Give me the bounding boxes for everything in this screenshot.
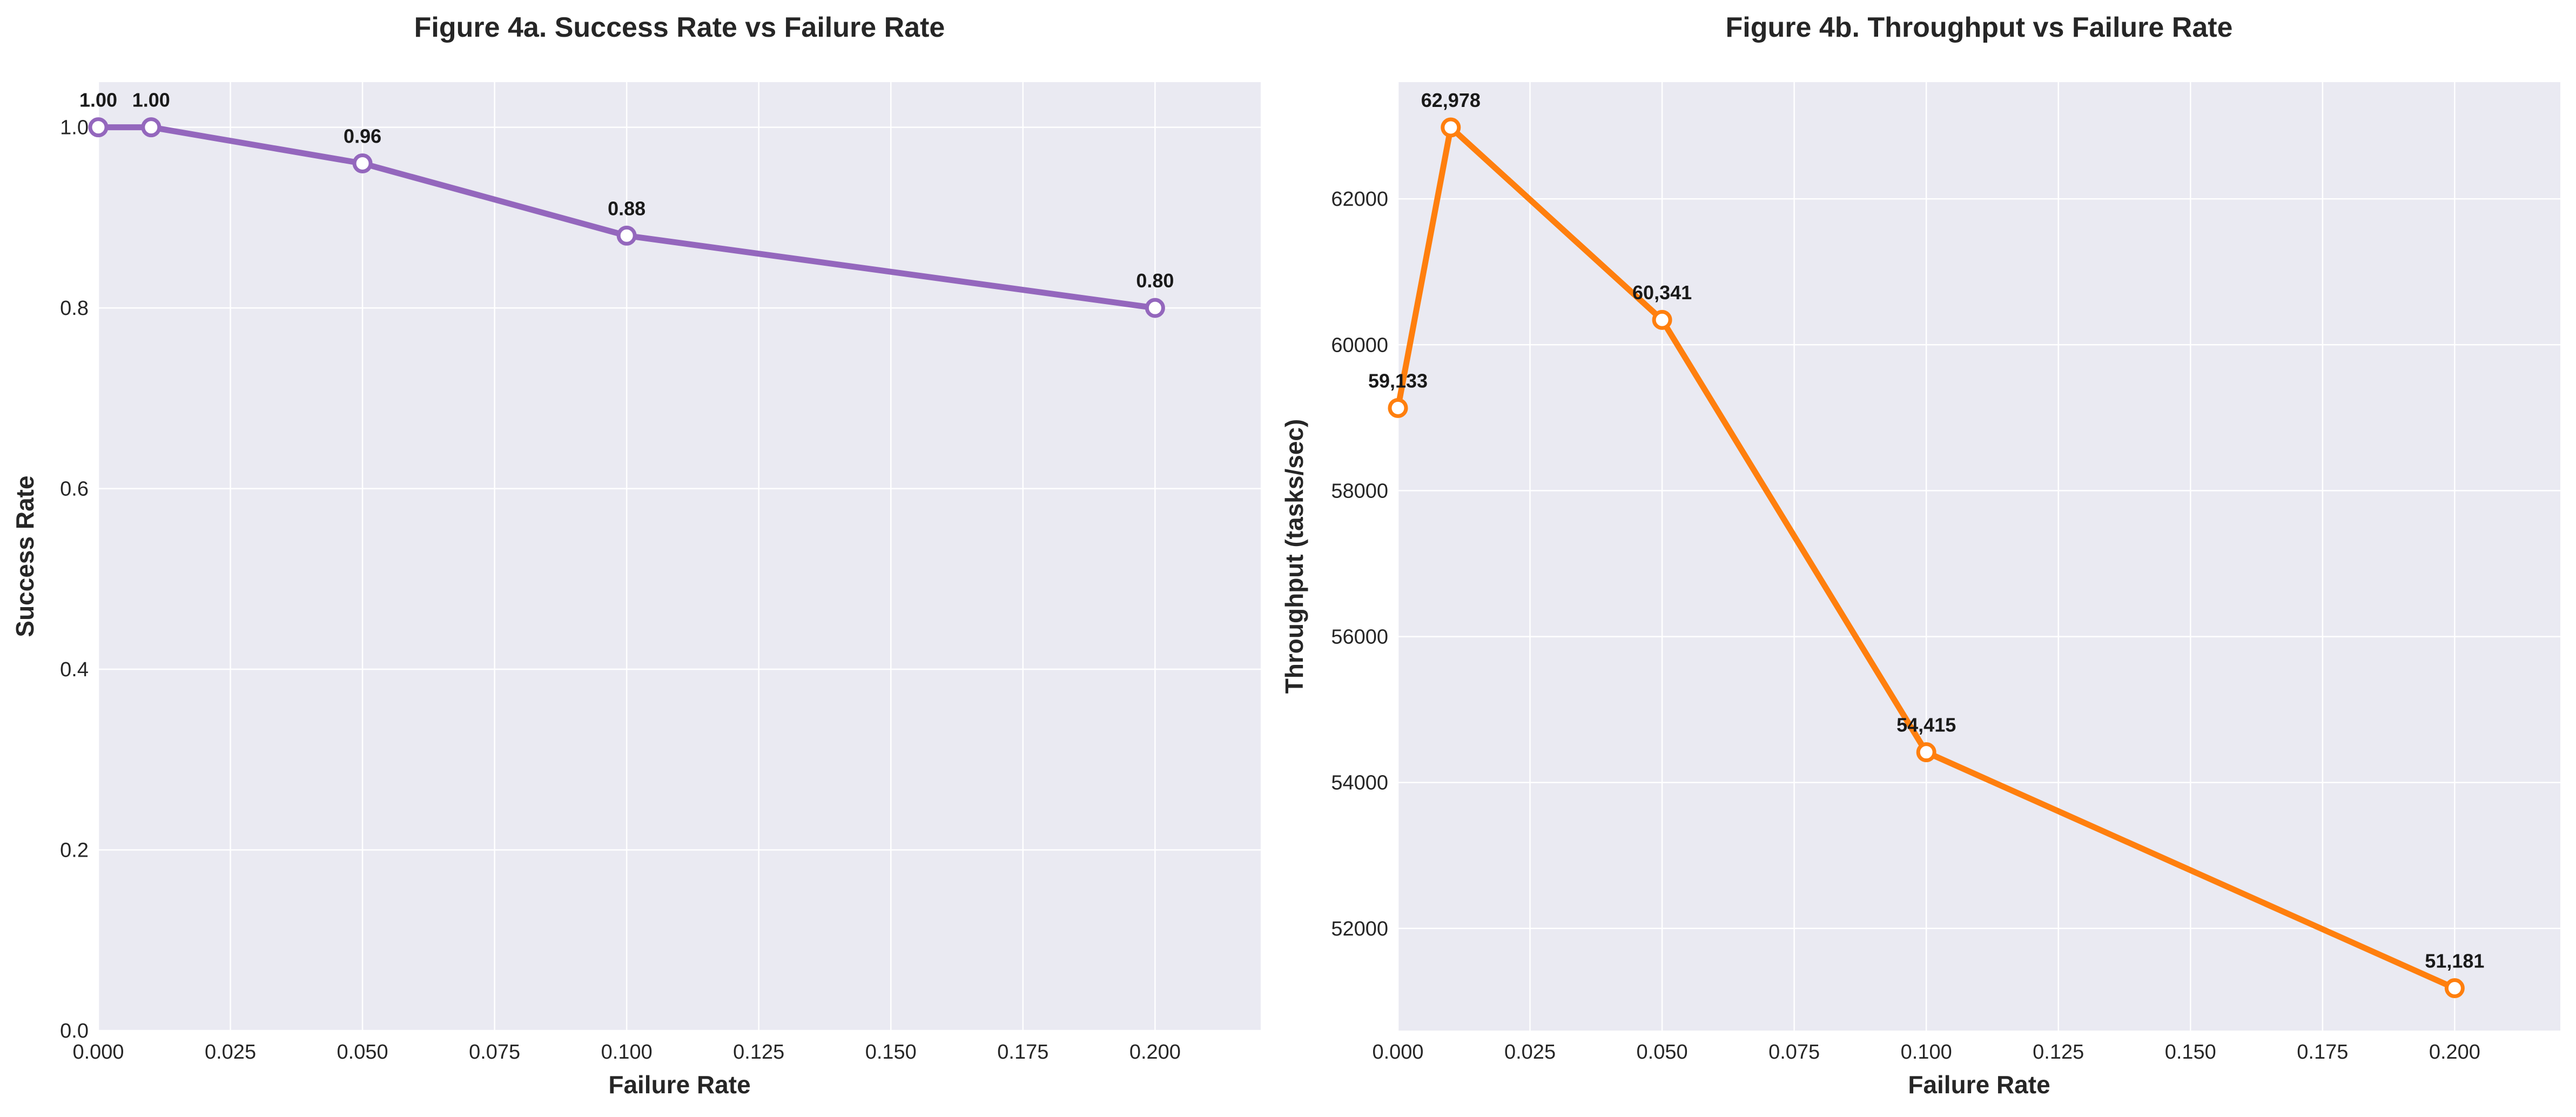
chart-4b-data-point: [1441, 117, 1461, 138]
chart-4b-x-tick-label: 0.075: [1768, 1041, 1820, 1064]
chart-4b-y-axis-label: Throughput (tasks/sec): [1280, 419, 1308, 694]
chart-4b-title: Figure 4b. Throughput vs Failure Rate: [1726, 12, 2233, 43]
chart-4a-x-tick-label: 0.050: [337, 1041, 388, 1064]
chart-4b-grid: [1397, 82, 2560, 1031]
chart-4a-data-label: 0.96: [344, 125, 381, 147]
chart-4b-x-tick-label: 0.050: [1637, 1041, 1688, 1064]
chart-4b-x-tick-label: 0.100: [1901, 1041, 1952, 1064]
chart-4a-x-tick-label: 0.025: [205, 1041, 256, 1064]
chart-4b-data-label: 54,415: [1896, 714, 1956, 736]
chart-4a-data-point: [1145, 298, 1165, 318]
chart-4b-series: 59,133 62,978 60,341 54,415 51,181: [1368, 89, 2484, 999]
chart-4a-x-axis-label: Failure Rate: [608, 1071, 750, 1099]
chart-4a-series: 1.00 1.00 0.96 0.88 0.80: [79, 89, 1174, 318]
chart-4a-data-point: [88, 117, 109, 138]
chart-4a-x-tick-label: 0.175: [997, 1041, 1048, 1064]
chart-4a-data-label: 0.88: [608, 197, 645, 219]
chart-4b-data-point: [1916, 742, 1936, 763]
chart-4a-grid: [97, 82, 1261, 1032]
chart-4a-y-tick-label: 0.2: [60, 839, 89, 862]
chart-4b-data-label: 59,133: [1368, 369, 1428, 392]
chart-4b-data-point: [1388, 398, 1408, 418]
chart-4a-ticks: 0.000 0.025 0.050 0.075 0.100 0.125 0.150 0.175…: [60, 117, 1181, 1064]
chart-4b-x-tick-label: 0.025: [1504, 1041, 1556, 1064]
chart-4a: Figure 4a. Success Rate vs Failure Rate …: [11, 12, 1261, 1099]
chart-4a-y-tick-label: 1.0: [60, 117, 89, 139]
chart-4b-y-tick-label: 58000: [1331, 480, 1388, 502]
chart-4a-x-tick-label: 0.150: [865, 1041, 917, 1064]
chart-4b-x-tick-label: 0.150: [2165, 1041, 2216, 1064]
chart-4a-y-tick-label: 0.8: [60, 297, 89, 320]
chart-4b-y-tick-label: 62000: [1331, 188, 1388, 211]
chart-4b-x-tick-label: 0.175: [2297, 1041, 2348, 1064]
chart-4b-y-tick-label: 56000: [1331, 626, 1388, 649]
chart-4b-x-tick-label: 0.000: [1372, 1041, 1423, 1064]
chart-4b-x-tick-label: 0.200: [2429, 1041, 2480, 1064]
chart-4b-data-point: [1652, 309, 1672, 330]
chart-4b-y-tick-label: 54000: [1331, 772, 1388, 795]
chart-4a-data-point: [141, 117, 162, 138]
chart-4a-x-tick-label: 0.125: [733, 1041, 784, 1064]
chart-4b: Figure 4b. Throughput vs Failure Rate Fa…: [1280, 12, 2560, 1099]
chart-4a-title: Figure 4a. Success Rate vs Failure Rate: [414, 12, 945, 43]
chart-4a-data-label: 0.80: [1136, 270, 1174, 292]
chart-4a-x-tick-label: 0.075: [469, 1041, 520, 1064]
chart-4a-plot-area: [98, 82, 1261, 1031]
chart-4b-y-tick-label: 52000: [1331, 918, 1388, 940]
chart-4a-data-point: [352, 153, 373, 174]
chart-4a-x-tick-label: 0.000: [72, 1041, 124, 1064]
chart-4a-data-label: 1.00: [79, 89, 117, 111]
chart-4a-data-point: [616, 225, 637, 246]
chart-4a-y-axis-label: Success Rate: [11, 475, 39, 637]
chart-4a-y-tick-label: 0.0: [60, 1020, 89, 1042]
chart-4a-x-tick-label: 0.200: [1129, 1041, 1181, 1064]
chart-4b-data-label: 62,978: [1421, 89, 1481, 111]
chart-4b-data-label: 51,181: [2425, 950, 2484, 972]
chart-4b-y-tick-label: 60000: [1331, 334, 1388, 356]
chart-4b-ticks: 0.000 0.025 0.050 0.075 0.100 0.125 0.150 0.175…: [1331, 188, 2480, 1064]
chart-4b-x-tick-label: 0.125: [2033, 1041, 2084, 1064]
chart-4b-data-point: [2444, 978, 2465, 999]
chart-4b-data-label: 60,341: [1632, 281, 1692, 304]
chart-4a-x-tick-label: 0.100: [601, 1041, 653, 1064]
chart-4a-y-tick-label: 0.4: [60, 658, 89, 681]
chart-4b-plot-area: [1398, 82, 2560, 1031]
chart-4a-y-tick-label: 0.6: [60, 478, 89, 501]
chart-4a-data-label: 1.00: [132, 89, 170, 111]
chart-4b-x-axis-label: Failure Rate: [1908, 1071, 2050, 1099]
